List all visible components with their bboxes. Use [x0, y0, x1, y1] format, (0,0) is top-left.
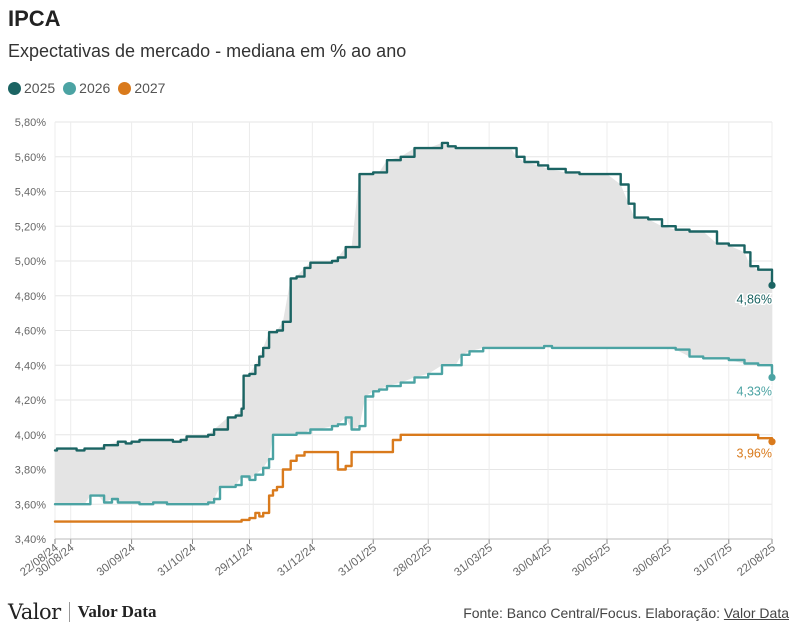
series-line-2026	[53, 344, 774, 506]
end-marker-2026	[768, 373, 776, 382]
range-band	[55, 142, 772, 505]
chart-title: IPCA	[8, 6, 61, 31]
y-tick-label: 5,00%	[15, 256, 46, 268]
x-tick-label: 30/09/24	[95, 542, 138, 579]
source-link[interactable]: Valor Data	[723, 605, 789, 621]
y-tick-label: 3,40%	[15, 534, 46, 546]
y-tick-label: 5,80%	[15, 117, 46, 129]
x-tick-label: 31/01/25	[336, 542, 379, 579]
legend-label-2026: 2026	[79, 80, 111, 96]
x-tick-label: 31/12/24	[276, 542, 319, 579]
x-tick-label: 31/03/25	[452, 542, 495, 579]
y-tick-label: 4,40%	[15, 360, 46, 372]
x-tick-label: 29/11/24	[213, 542, 255, 579]
end-marker-2027	[768, 438, 776, 446]
y-tick-label: 4,80%	[15, 291, 46, 303]
series-line-2025	[53, 141, 774, 452]
end-marker-2025	[768, 281, 776, 289]
end-label-2026: 4,33%	[737, 384, 772, 398]
y-tick-label: 3,80%	[15, 465, 46, 477]
legend-label-2025: 2025	[24, 80, 56, 96]
source-text: Fonte: Banco Central/Focus. Elaboração:	[463, 605, 724, 621]
x-tick-label: 30/05/25	[570, 542, 613, 579]
y-tick-label: 4,60%	[15, 326, 46, 338]
y-tick-label: 5,20%	[15, 221, 46, 233]
x-tick-label: 31/07/25	[692, 542, 735, 579]
legend-item-2027[interactable]: 2027	[118, 80, 165, 96]
valor-logo: Valor Valor Data	[8, 600, 157, 624]
end-label-2025: 4,86%	[737, 292, 772, 306]
y-tick-label: 5,60%	[15, 152, 46, 164]
chart-subtitle: Expectativas de mercado - mediana em % a…	[8, 41, 407, 61]
x-tick-label: 30/04/25	[511, 542, 554, 579]
chart-legend: 2025 2026 2027	[8, 80, 165, 96]
legend-item-2025[interactable]: 2025	[8, 80, 55, 96]
y-tick-label: 4,00%	[15, 430, 46, 442]
legend-swatch-2026	[63, 81, 77, 95]
logo-valor-data-text: Valor Data	[77, 602, 157, 621]
x-tick-label: 28/02/25	[391, 542, 434, 579]
end-label-2027: 3,96%	[737, 447, 772, 461]
legend-swatch-2025	[8, 81, 21, 95]
x-tick-label: 22/08/25	[735, 542, 778, 579]
y-tick-label: 4,20%	[15, 395, 46, 407]
series-line-2027	[53, 433, 774, 523]
y-tick-label: 5,40%	[15, 187, 46, 199]
y-tick-label: 3,60%	[15, 499, 46, 511]
x-tick-label: 31/10/24	[156, 542, 199, 579]
legend-label-2027: 2027	[134, 80, 166, 96]
logo-valor-text: Valor	[8, 600, 61, 624]
legend-item-2026[interactable]: 2026	[63, 80, 110, 96]
legend-swatch-2027	[118, 81, 132, 95]
x-tick-label: 30/06/25	[631, 542, 674, 579]
source-note: Fonte: Banco Central/Focus. Elaboração: …	[463, 605, 789, 621]
logo-divider	[68, 602, 70, 622]
